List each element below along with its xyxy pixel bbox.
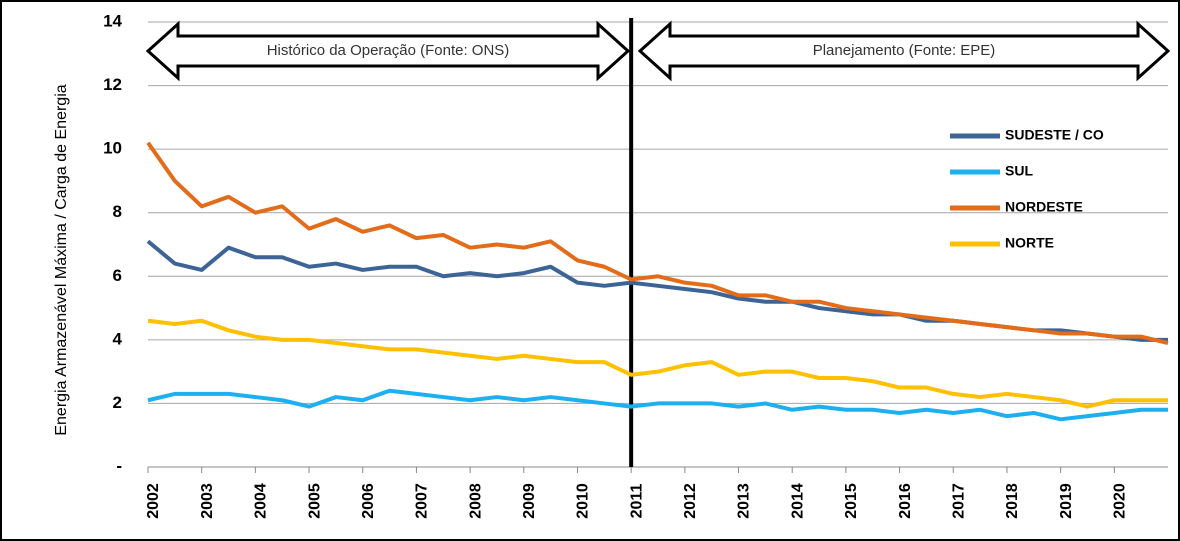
- legend-label: NORTE: [1005, 235, 1054, 251]
- x-tick-label: 2018: [1004, 483, 1021, 519]
- x-tick-label: 2010: [575, 483, 592, 519]
- x-tick-label: 2008: [467, 483, 484, 519]
- y-axis-label: Energia Armazenável Máxima / Carga de En…: [53, 84, 70, 435]
- x-tick-label: 2019: [1058, 483, 1075, 519]
- y-tick-label: -: [116, 456, 122, 475]
- annotation: Planejamento (Fonte: EPE): [813, 42, 996, 59]
- series-line: [146, 141, 1169, 345]
- y-tick-label: 6: [113, 266, 122, 285]
- x-tick-label: 2017: [950, 483, 967, 519]
- x-tick-label: 2013: [736, 483, 753, 519]
- x-tick-label: 2016: [897, 483, 914, 519]
- series-line: [147, 388, 1168, 422]
- history-arrow: [145, 20, 631, 82]
- planning-arrow: [637, 20, 1171, 82]
- x-tick-label: 2006: [360, 483, 377, 519]
- y-tick-label: 12: [103, 75, 122, 94]
- x-tick-label: 2012: [682, 483, 699, 519]
- legend-label: NORDESTE: [1005, 199, 1083, 215]
- y-tick-label: 2: [113, 393, 122, 412]
- series-line: [147, 318, 1168, 409]
- x-tick-label: 2015: [843, 483, 860, 519]
- x-tick-label: 2009: [521, 483, 538, 519]
- x-tick-label: 2014: [789, 483, 806, 519]
- x-tick-label: 2007: [414, 483, 431, 519]
- x-tick-label: 2004: [253, 483, 270, 519]
- annotation: Histórico da Operação (Fonte: ONS): [267, 42, 510, 59]
- y-tick-label: 10: [103, 139, 122, 158]
- x-tick-label: 2011: [628, 484, 645, 519]
- x-tick-label: 2003: [199, 483, 216, 519]
- y-tick-label: 14: [103, 11, 122, 30]
- x-tick-label: 2002: [145, 483, 162, 519]
- plot-area: - 2 4 6 8 10 12 14 2002 2003 2004 2005 2006 2007 2008 2…: [103, 11, 1169, 519]
- y-tick-label: 4: [113, 329, 123, 348]
- x-tick-label: 2005: [306, 483, 323, 519]
- legend-label: SUDESTE / CO: [1005, 127, 1104, 143]
- y-tick-label: 8: [113, 202, 122, 221]
- x-tick-label: 2020: [1112, 483, 1129, 519]
- legend-label: SUL: [1005, 163, 1033, 179]
